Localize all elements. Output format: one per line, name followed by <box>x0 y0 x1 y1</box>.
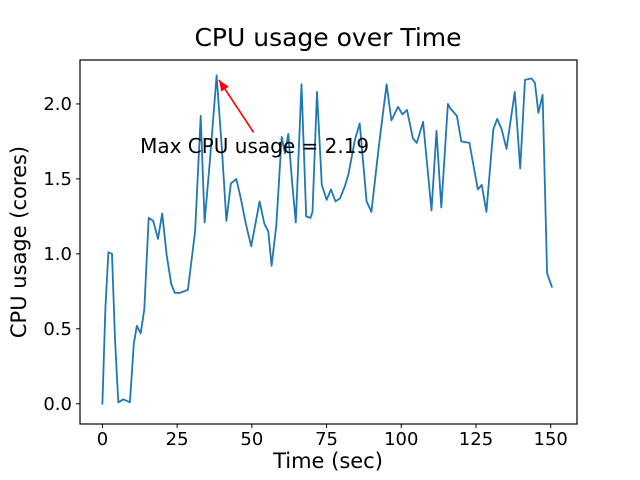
y-axis-label: CPU usage (cores) <box>7 146 31 338</box>
y-tick-label: 1.0 <box>43 244 72 265</box>
max-annotation: Max CPU usage = 2.19 <box>140 79 369 158</box>
y-axis-ticks: 0.0 0.5 1.0 1.5 2.0 <box>43 94 80 415</box>
cpu-usage-line <box>101 74 553 405</box>
x-tick-label: 0 <box>97 429 108 450</box>
annotation-arrowhead-icon <box>218 79 229 92</box>
x-axis-label: Time (sec) <box>272 449 383 473</box>
data-series <box>101 74 553 405</box>
y-tick-label: 0.0 <box>43 394 72 415</box>
x-tick-label: 150 <box>534 429 568 450</box>
x-tick-label: 75 <box>315 429 338 450</box>
chart-title: CPU usage over Time <box>194 23 461 52</box>
x-tick-label: 125 <box>459 429 493 450</box>
x-tick-label: 100 <box>384 429 418 450</box>
y-tick-label: 1.5 <box>43 169 72 190</box>
x-axis-ticks: 0 25 50 75 100 125 150 <box>97 424 568 450</box>
y-tick-label: 0.5 <box>43 319 72 340</box>
plot-area <box>80 60 577 424</box>
x-tick-label: 50 <box>240 429 263 450</box>
annotation-text: Max CPU usage = 2.19 <box>140 134 369 158</box>
x-tick-label: 25 <box>166 429 189 450</box>
plot-border <box>79 59 578 425</box>
y-tick-label: 2.0 <box>43 94 72 115</box>
